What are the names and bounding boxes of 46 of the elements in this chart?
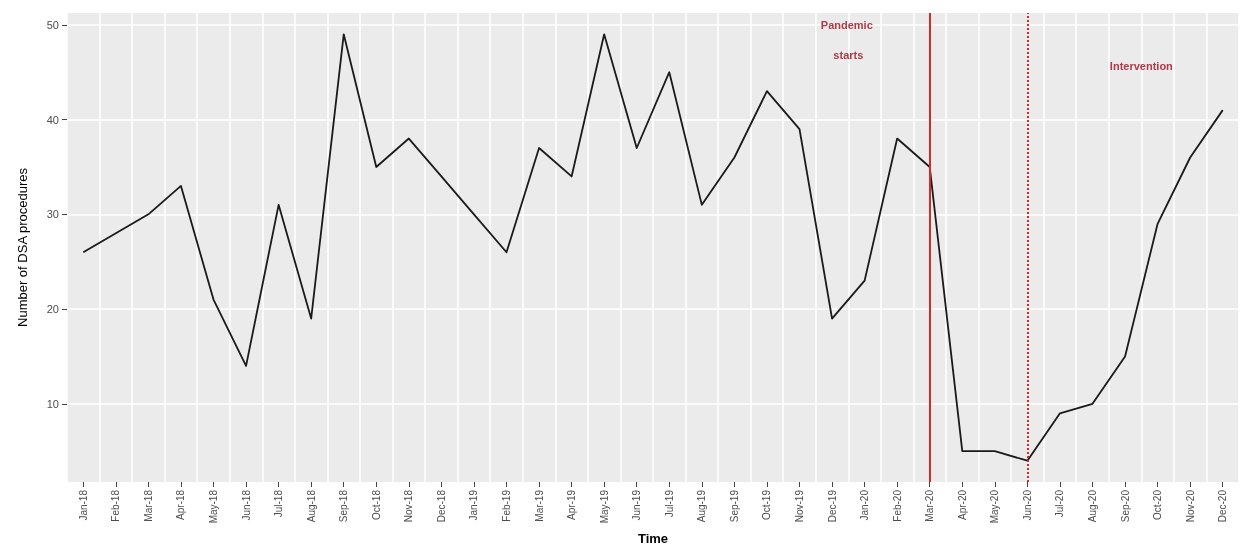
y-tick-label: 30 <box>46 208 59 221</box>
x-tick-label: Feb-19 <box>501 489 512 522</box>
x-tick-label: Nov-18 <box>403 489 415 523</box>
x-tick-label: Jul-20 <box>1054 489 1066 518</box>
line-series <box>82 33 1224 462</box>
y-tick-label: 20 <box>46 303 59 316</box>
y-axis-title: Number of DSA procedures <box>15 167 30 327</box>
x-tick-label: May-20 <box>989 489 1001 524</box>
x-tick-label: Nov-19 <box>794 489 805 523</box>
x-tick-label: Aug-18 <box>305 489 317 523</box>
x-tick-label: Mar-19 <box>533 489 545 522</box>
x-tick-label: Aug-19 <box>696 489 708 523</box>
x-tick-label: Oct-19 <box>761 489 773 521</box>
x-tick-label: May-19 <box>598 489 610 524</box>
x-tick-label: Feb-18 <box>110 489 122 522</box>
y-tick-label: 50 <box>46 18 59 31</box>
x-tick-label: Dec-19 <box>826 489 838 523</box>
x-tick-label: Apr-20 <box>956 489 968 521</box>
x-tick-label: Apr-19 <box>566 489 578 521</box>
x-tick-label: Sep-19 <box>728 489 740 523</box>
annotation: Intervention <box>1109 60 1174 72</box>
x-tick-label: Dec-18 <box>435 489 447 523</box>
x-tick-label: Dec-20 <box>1217 489 1229 523</box>
x-tick-label: Oct-20 <box>1152 489 1164 521</box>
y-tick-label: 40 <box>46 113 59 126</box>
x-tick-label: Mar-20 <box>924 489 936 522</box>
x-tick-label: May-18 <box>208 489 219 524</box>
x-tick-label: Apr-18 <box>175 489 187 521</box>
x-tick-label: Feb-20 <box>891 489 903 522</box>
x-tick-label: Mar-18 <box>142 489 154 522</box>
x-tick-label: Jun-19 <box>631 489 643 521</box>
x-tick-label: Jan-18 <box>77 489 89 521</box>
x-tick-label: Jun-20 <box>1021 489 1033 521</box>
x-tick-label: Jan-20 <box>859 489 871 521</box>
x-tick-label: Aug-20 <box>1087 489 1098 523</box>
x-tick-label: Sep-20 <box>1119 489 1131 523</box>
x-tick-label: Jan-19 <box>468 489 480 521</box>
y-tick-label: 10 <box>46 397 59 410</box>
x-tick-label: Oct-18 <box>370 489 382 521</box>
x-axis-title: Time <box>637 531 669 546</box>
x-tick-label: Jun-18 <box>240 489 252 521</box>
x-tick-label: Jul-18 <box>273 489 285 518</box>
x-tick-label: Sep-18 <box>338 489 350 523</box>
text: Pandemic starts <box>820 19 873 61</box>
x-tick-label: Jul-19 <box>663 489 675 518</box>
x-tick-label: Nov-20 <box>1184 489 1196 523</box>
